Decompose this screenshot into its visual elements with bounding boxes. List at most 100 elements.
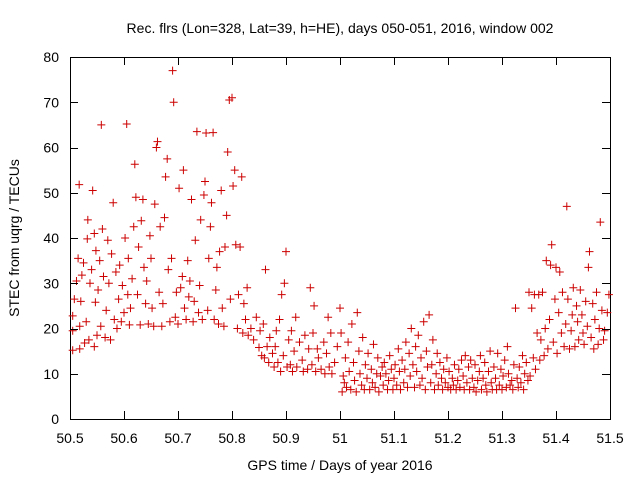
data-point xyxy=(561,319,570,328)
data-point xyxy=(313,344,322,353)
data-point xyxy=(191,236,200,245)
data-point xyxy=(68,311,77,320)
data-point xyxy=(475,367,484,376)
data-point xyxy=(509,360,518,369)
data-point xyxy=(183,256,192,265)
data-point xyxy=(103,236,112,245)
data-point xyxy=(115,261,124,270)
data-point xyxy=(502,383,511,392)
data-point xyxy=(311,367,320,376)
data-point xyxy=(604,290,613,299)
data-point xyxy=(480,358,489,367)
data-point xyxy=(277,290,286,299)
data-point xyxy=(230,166,239,175)
x-tick-label: 50.9 xyxy=(272,430,299,446)
data-point xyxy=(265,333,274,342)
data-point xyxy=(459,372,468,381)
data-point xyxy=(516,378,525,387)
data-point xyxy=(527,304,536,313)
data-point xyxy=(211,286,220,295)
data-point xyxy=(195,281,204,290)
data-point xyxy=(572,301,581,310)
data-point xyxy=(180,304,189,313)
data-point xyxy=(320,369,329,378)
data-point xyxy=(419,317,428,326)
data-point xyxy=(68,346,77,355)
data-point xyxy=(333,342,342,351)
data-point xyxy=(295,338,304,347)
y-tick-label: 60 xyxy=(43,140,59,156)
x-tick-label: 51.4 xyxy=(542,430,569,446)
data-point xyxy=(476,351,485,360)
data-point xyxy=(482,387,491,396)
data-point xyxy=(545,315,554,324)
data-point xyxy=(472,387,481,396)
data-point xyxy=(256,326,265,335)
data-point xyxy=(161,172,170,181)
data-point xyxy=(373,353,382,362)
data-point xyxy=(398,356,407,365)
data-point xyxy=(185,276,194,285)
data-point xyxy=(384,376,393,385)
data-point xyxy=(303,365,312,374)
data-point xyxy=(175,184,184,193)
data-point xyxy=(272,326,281,335)
data-point xyxy=(369,340,378,349)
data-point xyxy=(498,385,506,394)
x-tick-label: 51.5 xyxy=(596,430,623,446)
data-point xyxy=(97,120,106,129)
data-point xyxy=(327,369,336,378)
data-point xyxy=(134,243,143,252)
data-point xyxy=(496,365,505,374)
data-point xyxy=(122,119,131,128)
plot-frame xyxy=(70,57,611,420)
data-point xyxy=(91,246,100,255)
data-point xyxy=(187,195,196,204)
data-point xyxy=(363,374,371,383)
data-point xyxy=(212,263,221,272)
data-point xyxy=(358,333,367,342)
data-point xyxy=(156,222,165,231)
data-point xyxy=(158,299,167,308)
data-point xyxy=(587,333,596,342)
data-point xyxy=(226,295,235,304)
data-point xyxy=(395,367,404,376)
data-point xyxy=(392,381,401,390)
data-point xyxy=(124,254,133,263)
data-point xyxy=(449,381,458,390)
data-point xyxy=(287,326,296,335)
data-point xyxy=(145,231,154,240)
data-point xyxy=(202,129,211,138)
data-point xyxy=(432,369,441,378)
data-point xyxy=(442,353,451,362)
data-point xyxy=(542,256,551,265)
data-point xyxy=(322,349,331,358)
data-point xyxy=(405,349,414,358)
data-point xyxy=(437,374,446,383)
data-point xyxy=(275,315,284,324)
data-point xyxy=(249,335,258,344)
data-point xyxy=(299,367,308,376)
data-point xyxy=(378,362,387,371)
data-point xyxy=(255,343,263,352)
data-point xyxy=(412,367,421,376)
data-point xyxy=(503,342,512,351)
data-point xyxy=(241,315,250,324)
data-point xyxy=(433,349,442,358)
data-point xyxy=(107,249,116,258)
data-point xyxy=(109,198,118,207)
data-point xyxy=(163,154,172,163)
data-point xyxy=(361,360,370,369)
y-tick-label: 10 xyxy=(43,366,59,382)
data-point xyxy=(330,358,339,367)
x-tick-label: 51 xyxy=(332,430,348,446)
data-point xyxy=(144,319,153,328)
data-point xyxy=(477,385,486,394)
data-point xyxy=(495,381,504,390)
data-point xyxy=(448,374,457,383)
data-point xyxy=(114,295,123,304)
data-point xyxy=(229,181,238,190)
data-point xyxy=(196,215,205,224)
data-point xyxy=(473,376,482,385)
